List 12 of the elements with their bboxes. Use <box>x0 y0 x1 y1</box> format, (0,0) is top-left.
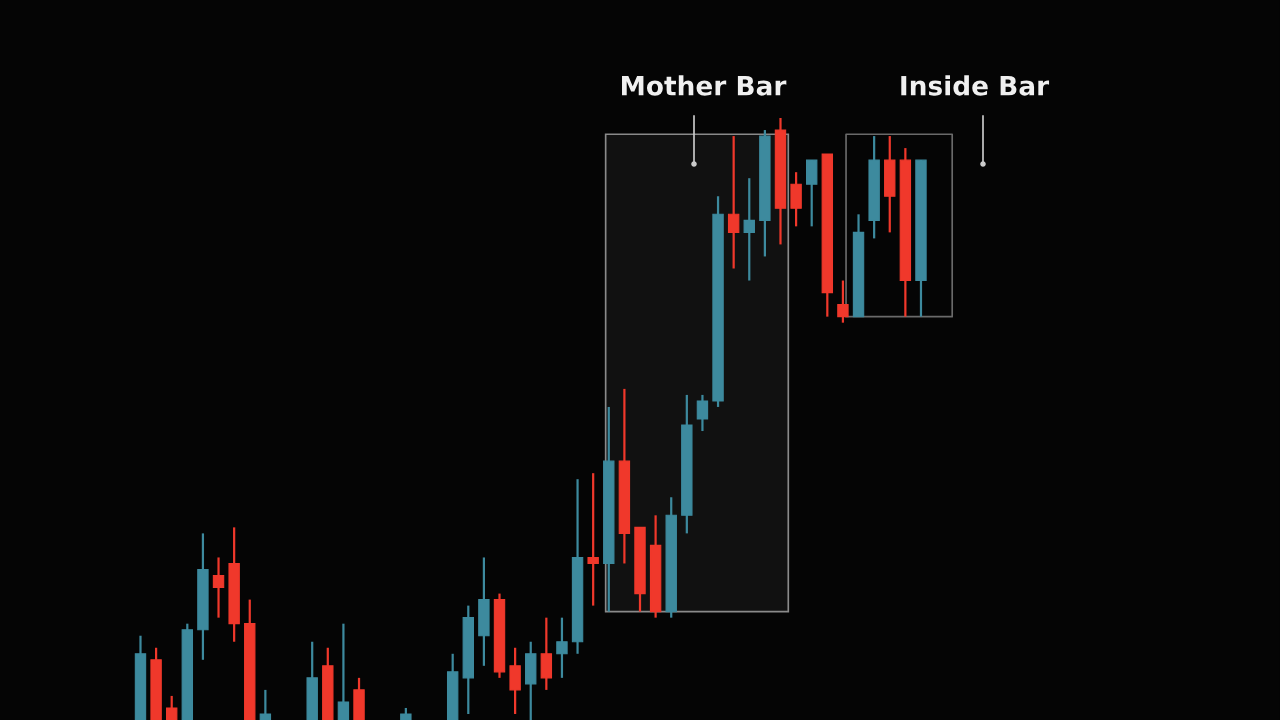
candlestick <box>727 134 740 270</box>
candlestick <box>259 688 272 720</box>
candlestick <box>337 622 350 720</box>
text: Inside Bar <box>901 75 1050 96</box>
candlestick <box>743 177 755 282</box>
candlestick <box>166 694 178 720</box>
text: Mother Bar <box>622 75 787 96</box>
candlestick <box>696 393 709 433</box>
candlestick <box>212 556 225 619</box>
candlestick <box>837 279 849 324</box>
candlestick <box>587 472 599 607</box>
candlestick <box>556 616 568 679</box>
